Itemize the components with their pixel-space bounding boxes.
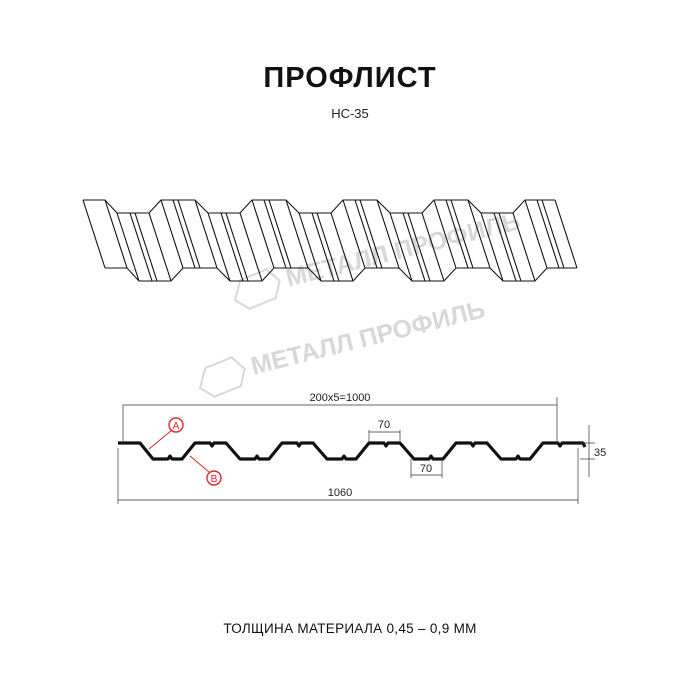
callout-b-leader: [189, 455, 210, 473]
sheet-rib-line: [359, 199, 383, 269]
sheet-fold-line: [239, 212, 263, 282]
sheet-rib-line: [172, 199, 196, 269]
sheet-top-edge: [83, 199, 555, 214]
sheet-rib-line: [225, 212, 249, 282]
callout-a-circle: [168, 417, 184, 433]
sheet-fold-line: [467, 199, 491, 269]
sheet-fold-line: [104, 199, 128, 269]
sheet-perspective-view: [82, 199, 578, 282]
sheet-fold-line: [194, 199, 218, 269]
sheet-fold-line: [285, 199, 309, 269]
callout-a-label: A: [173, 421, 180, 432]
callout-a-leader: [148, 429, 173, 450]
sheet-fold-line: [207, 212, 231, 282]
sheet-fold-line: [148, 212, 172, 282]
sheet-rib-line: [450, 199, 474, 269]
watermark-lower: МЕТАЛЛ ПРОФИЛЬ: [198, 295, 488, 398]
sheet-fold-line: [82, 199, 106, 269]
sheet-rib-line: [268, 199, 292, 269]
callout-b-label: B: [211, 474, 218, 485]
logo-icon: [233, 268, 281, 310]
full-width-label: 1060: [328, 487, 352, 499]
sheet-fold-line: [433, 199, 457, 269]
sheet-bottom-edge: [105, 267, 577, 282]
sheet-rib-line: [354, 199, 378, 269]
sheet-rib-line: [407, 212, 431, 282]
sheet-rib-line: [536, 199, 560, 269]
top-width-label: 70: [378, 419, 390, 431]
sheet-rib-line: [445, 199, 469, 269]
sheet-rib-line: [263, 199, 287, 269]
sheet-fold-line: [554, 199, 578, 269]
sheet-fold-line: [251, 199, 275, 269]
cross-section: 200x5=1000 70 70 35 1060 A B: [117, 392, 606, 504]
sheet-rib-line: [493, 212, 517, 282]
sheet-fold-line: [389, 212, 413, 282]
sheet-fold-line: [376, 199, 400, 269]
profile-section-line: [118, 441, 587, 461]
watermark-text: МЕТАЛЛ ПРОФИЛЬ: [248, 295, 488, 380]
page-title: ПРОФЛИСТ: [263, 62, 437, 94]
sheet-rib-line: [541, 199, 565, 269]
profile-model: НС-35: [331, 106, 369, 121]
sheet-fold-line: [512, 212, 536, 282]
bottom-width-label: 70: [420, 463, 432, 475]
sheet-rib-line: [129, 212, 153, 282]
sheet-fold-line: [421, 212, 445, 282]
sheet-rib-line: [311, 212, 335, 282]
sheet-fold-line: [342, 199, 366, 269]
sheet-fold-line: [524, 199, 548, 269]
sheet-fold-line: [116, 212, 140, 282]
pitch-label: 200x5=1000: [310, 392, 371, 404]
sheet-rib-line: [498, 212, 522, 282]
material-thickness-note: ТОЛЩИНА МАТЕРИАЛА 0,45 – 0,9 ММ: [223, 621, 477, 636]
sheet-fold-line: [160, 199, 184, 269]
height-label: 35: [594, 447, 606, 459]
callout-b-circle: [206, 470, 222, 486]
sheet-fold-line: [298, 212, 322, 282]
sheet-fold-line: [330, 212, 354, 282]
sheet-rib-line: [220, 212, 244, 282]
sheet-rib-line: [402, 212, 426, 282]
logo-icon: [198, 356, 246, 398]
sheet-fold-line: [480, 212, 504, 282]
sheet-rib-line: [316, 212, 340, 282]
sheet-rib-line: [134, 212, 158, 282]
sheet-rib-line: [177, 199, 201, 269]
